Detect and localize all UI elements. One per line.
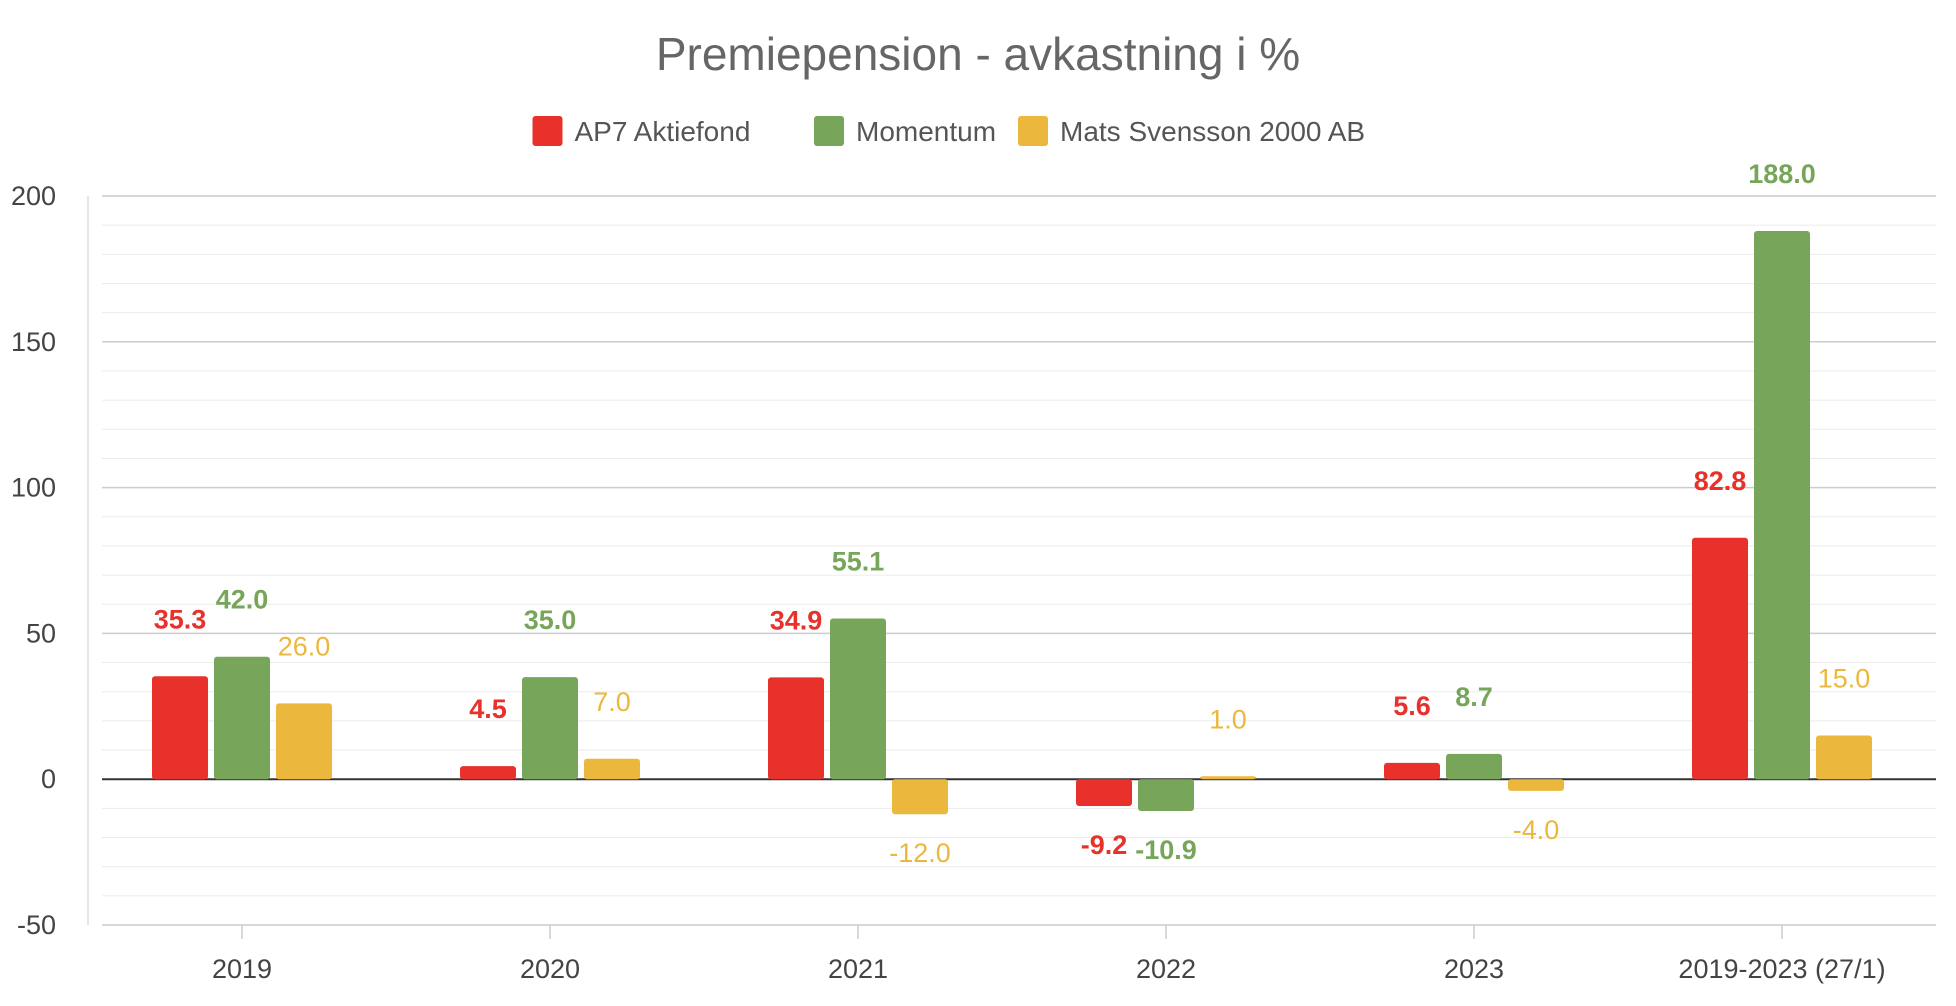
data-label: 15.0 [1818, 663, 1871, 693]
data-label: 7.0 [593, 687, 631, 717]
data-label: 82.8 [1694, 466, 1747, 496]
bar [768, 677, 824, 780]
legend-label: Momentum [856, 116, 996, 147]
bar [276, 703, 332, 780]
x-axis: 2019 2020 2021 2022 2023 2019-2023 (27/1) [212, 925, 1886, 984]
y-tick-label: -50 [17, 910, 56, 940]
data-label: 4.5 [469, 694, 507, 724]
data-label: -9.2 [1081, 830, 1128, 860]
data-label: 5.6 [1393, 691, 1431, 721]
x-tick-label: 2019-2023 (27/1) [1678, 954, 1885, 984]
bar [892, 779, 948, 815]
y-axis: -50 0 50 100 150 200 [11, 181, 56, 940]
x-tick-label: 2023 [1444, 954, 1504, 984]
data-label: 34.9 [770, 605, 823, 635]
bar [1076, 779, 1132, 807]
y-tick-label: 0 [41, 764, 56, 794]
data-label: 42.0 [216, 585, 269, 615]
y-tick-label: 200 [11, 181, 56, 211]
y-tick-label: 100 [11, 473, 56, 503]
data-label: 35.0 [524, 605, 577, 635]
y-tick-label: 150 [11, 327, 56, 357]
bar [1384, 762, 1440, 780]
bar [460, 766, 516, 780]
bar [214, 656, 270, 780]
grid-lines [87, 195, 1936, 926]
legend: AP7 Aktiefond Momentum Mats Svensson 2000 … [532, 116, 1365, 147]
data-label: -4.0 [1513, 815, 1560, 845]
data-label: 35.3 [154, 604, 207, 634]
bars [152, 230, 1872, 815]
x-tick-label: 2020 [520, 954, 580, 984]
data-label: 26.0 [278, 631, 331, 661]
data-label: 1.0 [1209, 704, 1247, 734]
bar [584, 758, 640, 780]
legend-label: AP7 Aktiefond [575, 116, 751, 147]
bar [1692, 537, 1748, 780]
data-labels: 35.342.026.04.535.07.034.955.1-12.0 -9.2-… [154, 159, 1871, 868]
bar [522, 677, 578, 780]
data-label: 8.7 [1455, 682, 1493, 712]
bar [1200, 776, 1256, 780]
bar [1508, 779, 1564, 791]
data-label: -12.0 [889, 838, 951, 868]
bar [830, 618, 886, 780]
data-label: 55.1 [832, 547, 885, 577]
x-tick-label: 2021 [828, 954, 888, 984]
x-tick-label: 2019 [212, 954, 272, 984]
legend-label: Mats Svensson 2000 AB [1060, 116, 1365, 147]
bar [1446, 753, 1502, 780]
bar [1138, 779, 1194, 811]
y-tick-label: 50 [26, 618, 56, 648]
bar [1754, 230, 1810, 780]
legend-swatch [814, 116, 844, 146]
legend-swatch [1018, 116, 1048, 146]
bar [1816, 735, 1872, 780]
bar [152, 676, 208, 780]
x-tick-label: 2022 [1136, 954, 1196, 984]
data-label: -10.9 [1135, 835, 1197, 865]
chart-title: Premiepension - avkastning i % [656, 28, 1300, 80]
data-label: 188.0 [1748, 159, 1816, 189]
legend-swatch [532, 116, 563, 146]
